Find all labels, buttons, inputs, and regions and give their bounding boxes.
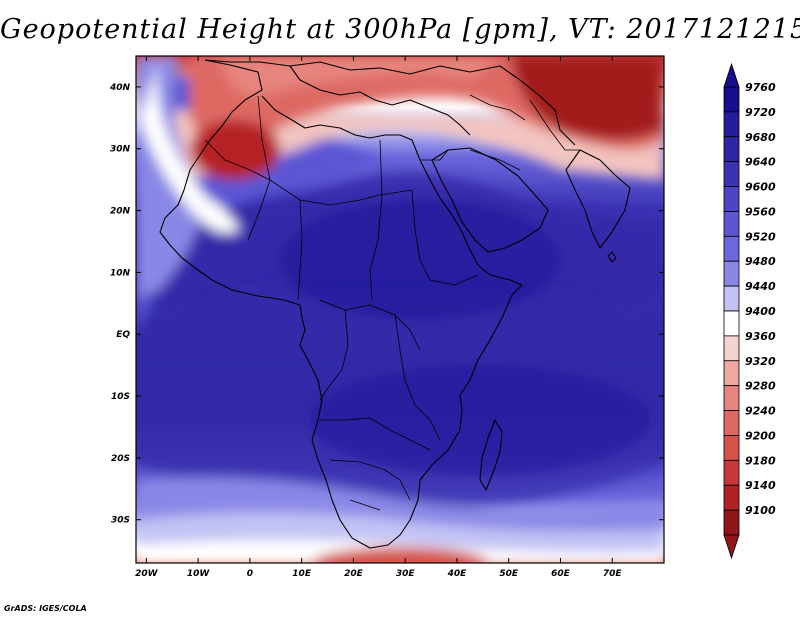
lon-tick-label: 60E (551, 569, 571, 579)
colorbar-label: 9680 (745, 131, 776, 144)
lon-tick-label: 10W (187, 569, 211, 579)
colorbar-label: 9560 (745, 205, 776, 218)
colorbar-swatch (723, 285, 740, 312)
colorbar-swatch (723, 509, 740, 536)
colorbar-swatch (723, 186, 740, 212)
lon-tick-label: 10E (292, 569, 312, 579)
colorbar-swatch (723, 86, 740, 113)
colorbar-swatch (723, 111, 740, 138)
colorbar-swatch (723, 136, 740, 163)
colorbar-label: 9480 (745, 255, 776, 268)
country-borders (204, 94, 580, 511)
colorbar-label: 9720 (745, 106, 776, 119)
plot-frame (135, 55, 665, 564)
colorbar-swatch (723, 335, 740, 362)
colorbar-label: 9280 (745, 380, 776, 393)
lon-tick-label: 30E (396, 569, 416, 579)
colorbar-label: 9240 (745, 405, 776, 418)
lat-tick-label: 30S (111, 516, 130, 526)
colorbar-label: 9520 (745, 230, 776, 243)
colorbar-label: 9360 (745, 330, 776, 343)
lat-tick-label: 10S (111, 392, 130, 402)
colorbar-label: 9320 (745, 355, 776, 368)
map-title: Geopotential Height at 300hPa [gpm], VT:… (0, 14, 800, 45)
lat-tick-label: 10N (110, 268, 131, 278)
lat-tick-label: 20S (111, 454, 130, 464)
lon-tick-label: 20E (344, 569, 364, 579)
colorbar-label: 9440 (745, 280, 776, 293)
colorbar-swatch (723, 235, 740, 262)
colorbar-label: 9140 (745, 479, 776, 492)
colorbar-label: 9200 (745, 429, 776, 442)
colorbar-swatch (723, 410, 740, 436)
height-field (136, 56, 664, 563)
colorbar-swatch (723, 260, 740, 287)
colorbar-label: 9640 (745, 156, 776, 169)
colorbar-swatch (723, 484, 740, 511)
lon-tick-label: 20W (135, 569, 159, 579)
colorbar-label: 9100 (745, 504, 776, 517)
colorbar-label: 9180 (745, 454, 776, 467)
lat-tick-label: EQ (116, 330, 130, 340)
latitude-axis: 40N 30N 20N 10N EQ 10S 20S 30S (109, 83, 664, 526)
lon-tick-label: 0 (247, 569, 253, 579)
colorbar-swatch (723, 360, 740, 387)
colorbar-swatch (723, 385, 740, 411)
lat-tick-label: 40N (109, 83, 131, 93)
lon-tick-label: 50E (499, 569, 519, 579)
lat-tick-label: 20N (110, 207, 131, 217)
colorbar-swatch (723, 310, 740, 337)
colorbar-top-arrow (723, 62, 740, 88)
longitude-axis: 20W 10W 0 10E 20E 30E 40E 50E 60E 70E (135, 56, 622, 579)
colorbar-swatch (723, 459, 740, 486)
colorbar-swatch (723, 435, 740, 461)
colorbar: 9760 9720 9680 9640 9600 9560 9520 9480 9440 9400… (723, 62, 776, 560)
lon-tick-label: 40E (447, 569, 468, 579)
colorbar-swatch (723, 211, 740, 237)
colorbar-swatch (723, 161, 740, 187)
colorbar-label: 9400 (745, 305, 776, 318)
grads-credit: GrADS: IGES/COLA (4, 604, 87, 613)
lat-tick-label: 30N (110, 145, 131, 155)
colorbar-bottom-arrow (723, 534, 740, 560)
colorbar-label: 9600 (745, 181, 776, 194)
colorbar-label: 9760 (745, 81, 776, 94)
lon-tick-label: 70E (603, 569, 623, 579)
